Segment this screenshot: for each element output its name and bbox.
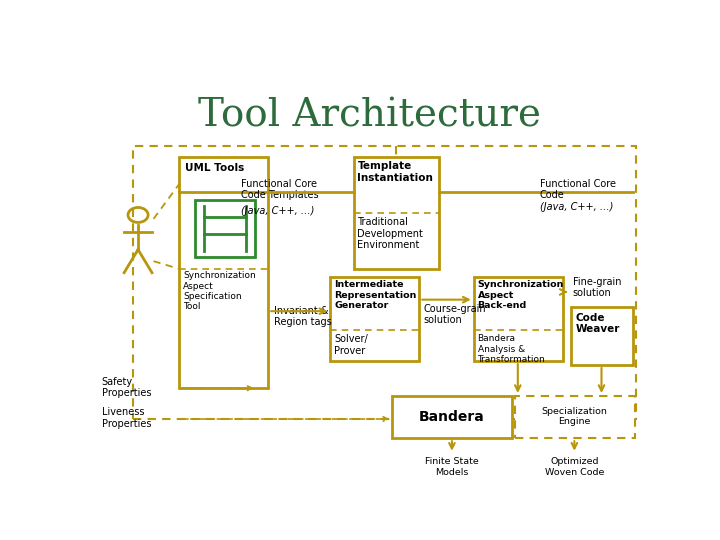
Text: UML Tools: UML Tools bbox=[185, 164, 245, 173]
Text: Functional Core
Code: Functional Core Code bbox=[539, 179, 616, 200]
Text: Specialization
Engine: Specialization Engine bbox=[541, 407, 607, 427]
Bar bbox=[330, 276, 419, 361]
Text: Solver/
Prover: Solver/ Prover bbox=[334, 334, 368, 356]
Text: Code
Weaver: Code Weaver bbox=[576, 313, 621, 334]
Text: Safety
Properties: Safety Properties bbox=[102, 377, 151, 399]
Bar bbox=[392, 396, 513, 438]
Text: Synchronization
Aspect
Specification
Tool: Synchronization Aspect Specification Too… bbox=[183, 271, 256, 312]
Bar bbox=[179, 157, 269, 388]
Text: Template
Instantiation: Template Instantiation bbox=[357, 161, 433, 183]
Text: Course-grain
solution: Course-grain solution bbox=[423, 303, 486, 325]
Bar bbox=[194, 200, 255, 257]
Text: Finite State
Models: Finite State Models bbox=[425, 457, 479, 477]
Text: Bandera: Bandera bbox=[419, 410, 485, 424]
Text: Intermediate
Representation
Generator: Intermediate Representation Generator bbox=[334, 280, 416, 310]
Text: Liveness
Properties: Liveness Properties bbox=[102, 408, 151, 429]
Text: (Java, C++, …): (Java, C++, …) bbox=[241, 206, 315, 215]
Text: Tool Architecture: Tool Architecture bbox=[197, 97, 541, 134]
Bar bbox=[570, 307, 632, 365]
Text: Synchronization
Aspect
Back-end: Synchronization Aspect Back-end bbox=[477, 280, 564, 310]
Text: Fine-grain
solution: Fine-grain solution bbox=[573, 276, 621, 298]
Bar bbox=[515, 396, 635, 438]
Text: Optimized
Woven Code: Optimized Woven Code bbox=[545, 457, 604, 477]
Text: (Java, C++, …): (Java, C++, …) bbox=[539, 202, 613, 212]
Text: Traditional
Development
Environment: Traditional Development Environment bbox=[357, 217, 423, 251]
Bar bbox=[354, 157, 438, 269]
Text: Bandera
Analysis &
Transformation: Bandera Analysis & Transformation bbox=[477, 334, 545, 364]
Bar bbox=[132, 146, 636, 419]
Text: Invariant &
Region tags: Invariant & Region tags bbox=[274, 306, 332, 327]
Text: Functional Core
Code Templates: Functional Core Code Templates bbox=[241, 179, 319, 200]
Bar bbox=[474, 276, 563, 361]
